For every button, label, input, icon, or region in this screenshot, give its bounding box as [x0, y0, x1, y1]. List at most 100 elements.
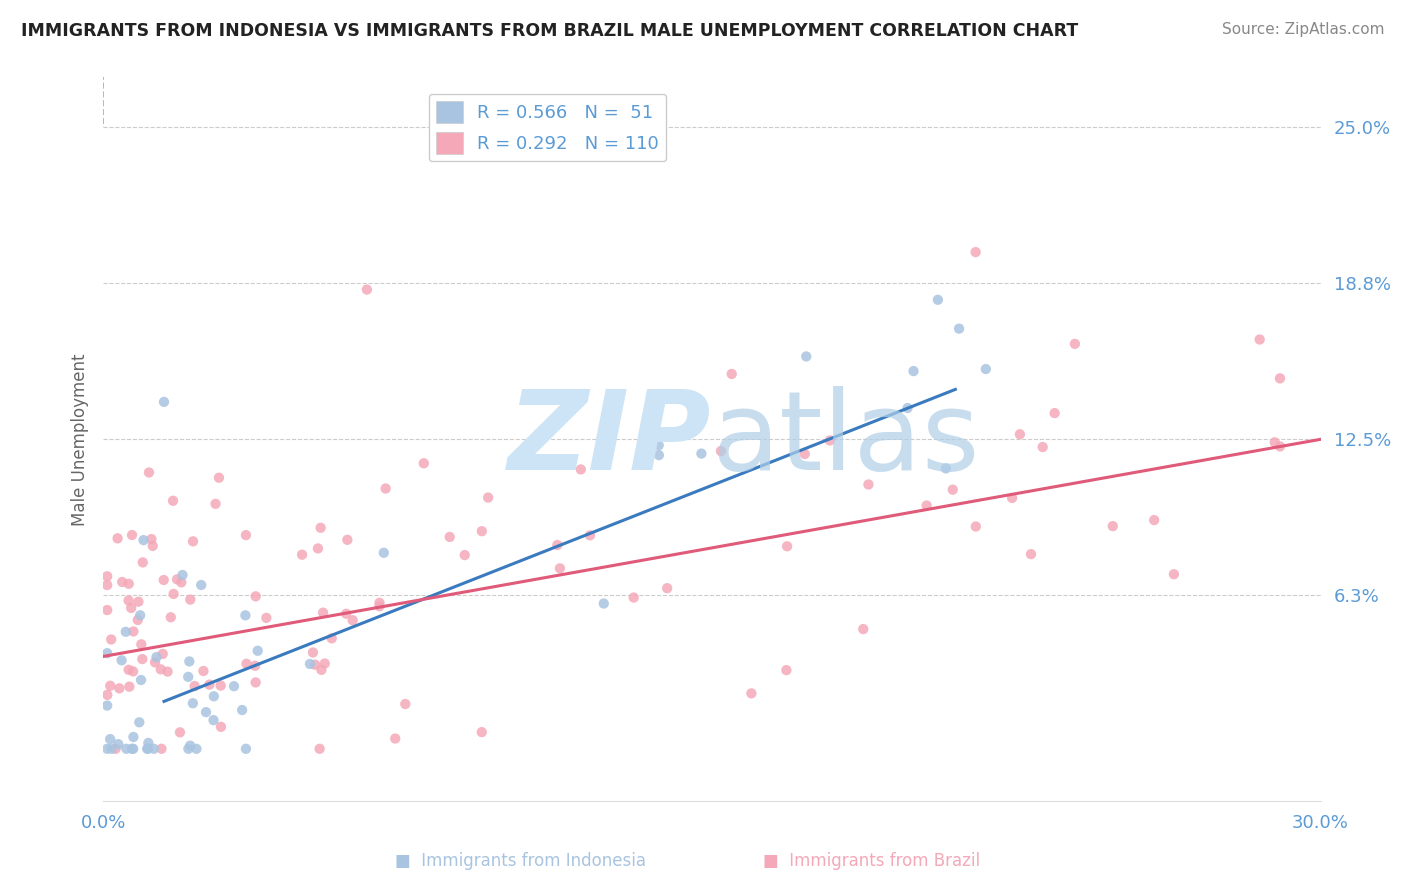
Point	[1019, 547, 1042, 561]
Point	[121, 528, 143, 542]
Point	[138, 736, 160, 750]
Point	[579, 528, 602, 542]
Point	[648, 438, 671, 452]
Point	[592, 597, 614, 611]
Point	[246, 644, 269, 658]
Point	[150, 741, 173, 756]
Point	[235, 528, 257, 542]
Point	[122, 624, 145, 639]
Point	[1008, 427, 1031, 442]
Point	[202, 713, 225, 727]
Point	[193, 664, 215, 678]
Point	[254, 611, 277, 625]
Point	[98, 732, 121, 747]
Point	[243, 658, 266, 673]
Point	[156, 665, 179, 679]
Point	[793, 447, 815, 461]
Point	[412, 456, 434, 470]
Point	[235, 741, 257, 756]
Point	[145, 650, 167, 665]
Point	[1249, 333, 1271, 347]
Point	[128, 715, 150, 730]
Point	[384, 731, 406, 746]
Point	[1043, 406, 1066, 420]
Point	[96, 741, 118, 756]
Point	[1268, 439, 1291, 453]
Point	[122, 730, 145, 744]
Point	[131, 637, 153, 651]
Point	[209, 720, 232, 734]
Point	[965, 245, 987, 260]
Point	[96, 569, 118, 583]
Point	[118, 663, 141, 677]
Point	[775, 663, 797, 677]
Point	[648, 448, 671, 462]
Point	[166, 572, 188, 586]
Point	[104, 741, 127, 756]
Point	[245, 675, 267, 690]
Point	[209, 679, 232, 693]
Point	[720, 367, 742, 381]
Point	[657, 581, 679, 595]
Point	[162, 493, 184, 508]
Point	[138, 466, 160, 480]
Point	[314, 657, 336, 671]
Point	[127, 595, 149, 609]
Point	[231, 703, 253, 717]
Point	[129, 673, 152, 687]
Point	[153, 395, 176, 409]
Point	[96, 688, 118, 702]
Point	[1101, 519, 1123, 533]
Point	[309, 521, 332, 535]
Point	[152, 573, 174, 587]
Point	[179, 739, 201, 753]
Point	[136, 741, 159, 756]
Point	[245, 590, 267, 604]
Point	[1163, 567, 1185, 582]
Point	[374, 482, 396, 496]
Point	[131, 652, 153, 666]
Point	[181, 696, 204, 710]
Point	[107, 532, 129, 546]
Point	[141, 532, 163, 546]
Point	[965, 519, 987, 533]
Point	[132, 555, 155, 569]
Point	[159, 610, 181, 624]
Point	[96, 603, 118, 617]
Point	[623, 591, 645, 605]
Point	[136, 741, 159, 756]
Point	[142, 539, 165, 553]
Point	[298, 657, 321, 671]
Point	[172, 568, 194, 582]
Point	[122, 741, 145, 756]
Point	[195, 705, 218, 719]
Point	[149, 662, 172, 676]
Point	[336, 533, 359, 547]
Point	[1063, 337, 1085, 351]
Point	[312, 606, 335, 620]
Point	[181, 534, 204, 549]
Point	[394, 697, 416, 711]
Point	[368, 596, 391, 610]
Point	[98, 679, 121, 693]
Point	[794, 350, 817, 364]
Point	[117, 593, 139, 607]
Point	[935, 461, 957, 475]
Point	[183, 679, 205, 693]
Point	[177, 741, 200, 756]
Text: IMMIGRANTS FROM INDONESIA VS IMMIGRANTS FROM BRAZIL MALE UNEMPLOYMENT CORRELATIO: IMMIGRANTS FROM INDONESIA VS IMMIGRANTS …	[21, 22, 1078, 40]
Point	[356, 283, 378, 297]
Point	[96, 698, 118, 713]
Point	[308, 741, 330, 756]
Point	[896, 401, 918, 415]
Point	[454, 548, 477, 562]
Point	[942, 483, 965, 497]
Y-axis label: Male Unemployment: Male Unemployment	[72, 353, 89, 525]
Text: ZIP: ZIP	[509, 386, 711, 492]
Text: ■  Immigrants from Indonesia: ■ Immigrants from Indonesia	[395, 852, 645, 870]
Point	[118, 680, 141, 694]
Point	[235, 608, 257, 623]
Text: atlas: atlas	[711, 386, 980, 492]
Point	[122, 665, 145, 679]
Point	[335, 607, 357, 621]
